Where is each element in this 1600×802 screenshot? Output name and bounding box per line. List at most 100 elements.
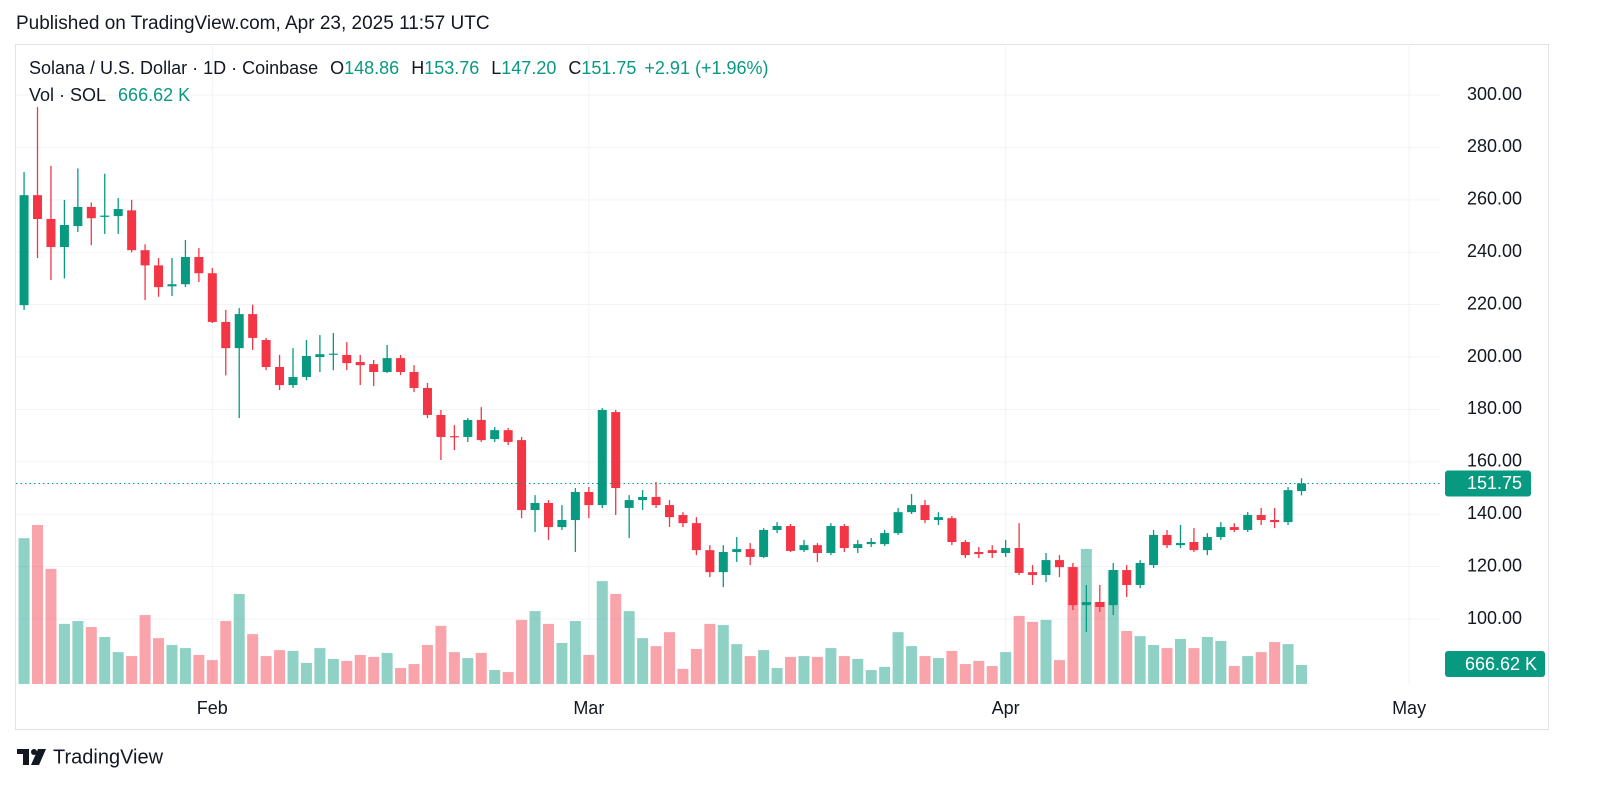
candle-body <box>1135 562 1145 585</box>
candle-body <box>1122 570 1132 585</box>
volume-bar <box>542 623 554 684</box>
volume-bar <box>1228 666 1240 684</box>
candle-body <box>530 502 540 511</box>
logo-mark <box>17 749 29 765</box>
volume-bar <box>260 656 272 684</box>
volume-bar <box>1027 621 1039 684</box>
volume-bar <box>1148 644 1160 684</box>
candle-body <box>1041 560 1051 576</box>
volume-bar <box>1295 665 1307 684</box>
y-tick-label: 280.00 <box>1467 136 1522 156</box>
brand-name: TradingView <box>53 746 164 768</box>
y-tick-label: 220.00 <box>1467 293 1522 313</box>
candle-body <box>570 491 580 521</box>
candle-body <box>880 533 890 545</box>
candle-body <box>167 284 177 287</box>
last-volume-label: 666.62 K <box>1465 654 1537 674</box>
last-volume-tag <box>1445 651 1545 677</box>
volume-bar <box>341 660 353 684</box>
volume-bar <box>327 658 339 684</box>
candle-body <box>638 496 648 501</box>
candle-body <box>611 412 621 489</box>
y-tick-label: 140.00 <box>1467 503 1522 523</box>
candle-body <box>382 358 392 372</box>
ohlc-legend: O 148.86 H 153.76 L 147.20 C 151.75 <box>318 58 636 79</box>
volume-bar <box>811 656 823 684</box>
candle-body <box>315 354 325 358</box>
logo-dot <box>31 749 37 755</box>
volume-bar <box>502 672 514 684</box>
candle-body <box>1229 527 1239 530</box>
volume-bar <box>1000 652 1012 684</box>
volume-bar <box>1013 615 1025 684</box>
volume-bar <box>865 670 877 684</box>
ohlc-value: 153.76 <box>424 58 480 78</box>
volume-bar <box>18 538 30 684</box>
volume-title: Vol · SOL <box>29 85 107 105</box>
candle-body <box>396 358 406 372</box>
volume-bar <box>45 568 57 684</box>
candle-body <box>503 430 513 442</box>
candle-body <box>866 542 876 545</box>
volume-bar <box>879 666 891 684</box>
last-price-label: 151.75 <box>1467 473 1522 493</box>
candle-body <box>691 523 701 551</box>
volume-bar <box>637 638 649 684</box>
volume-bar <box>569 621 581 684</box>
candle-body <box>1108 570 1118 606</box>
volume-bar <box>314 648 326 684</box>
volume-value: 666.62 K <box>118 85 191 105</box>
candle-body <box>705 550 715 573</box>
candle-body <box>1001 548 1011 554</box>
volume-bar <box>852 658 864 684</box>
candle-body <box>59 225 69 248</box>
y-tick-label: 200.00 <box>1467 346 1522 366</box>
volume-bar <box>220 621 232 684</box>
candles <box>19 107 1306 633</box>
volume-bar <box>448 652 460 684</box>
candle-body <box>1068 567 1078 606</box>
y-tick-label: 160.00 <box>1467 451 1522 471</box>
volume-bar <box>1174 638 1186 684</box>
y-tick-label: 120.00 <box>1467 555 1522 575</box>
ohlc-value: 147.20 <box>501 58 557 78</box>
published-line: Published on TradingView.com, Apr 23, 20… <box>16 13 490 34</box>
candle-body <box>732 549 742 552</box>
volume-bar <box>58 623 70 684</box>
ohlc-value: 151.75 <box>581 58 637 78</box>
volume-bar <box>166 644 178 684</box>
candle-body <box>221 321 231 349</box>
volume-bar <box>825 648 837 684</box>
ohlc-key: O <box>330 58 345 78</box>
candle-body <box>839 526 849 549</box>
volume-bar <box>1188 648 1200 684</box>
candle-body <box>463 419 473 437</box>
candle-body <box>853 544 863 549</box>
volume-bar <box>1053 660 1065 684</box>
volume-bar <box>650 646 662 684</box>
volume-bar <box>717 625 729 684</box>
volume-bar <box>959 664 971 684</box>
y-tick-label: 180.00 <box>1467 398 1522 418</box>
candle-body <box>665 505 675 518</box>
candle-body <box>1095 602 1105 607</box>
volume-bar <box>529 611 541 684</box>
candle-body <box>476 419 486 441</box>
candle-body <box>920 505 930 521</box>
brand-logo <box>17 749 46 765</box>
y-tick-label: 260.00 <box>1467 189 1522 209</box>
grid <box>16 44 1440 684</box>
candle-body <box>1014 548 1024 573</box>
candle-body <box>1283 490 1293 523</box>
candle-body <box>1216 527 1226 538</box>
volume-bar <box>973 660 985 684</box>
y-tick-label: 100.00 <box>1467 608 1522 628</box>
volume-bar <box>1067 566 1079 684</box>
volume-bar <box>274 650 286 684</box>
candle-body <box>1081 602 1091 606</box>
volume-bar <box>798 656 810 684</box>
chart-panel <box>15 44 1549 730</box>
volume-bar <box>368 656 380 684</box>
candle-body <box>355 362 365 366</box>
